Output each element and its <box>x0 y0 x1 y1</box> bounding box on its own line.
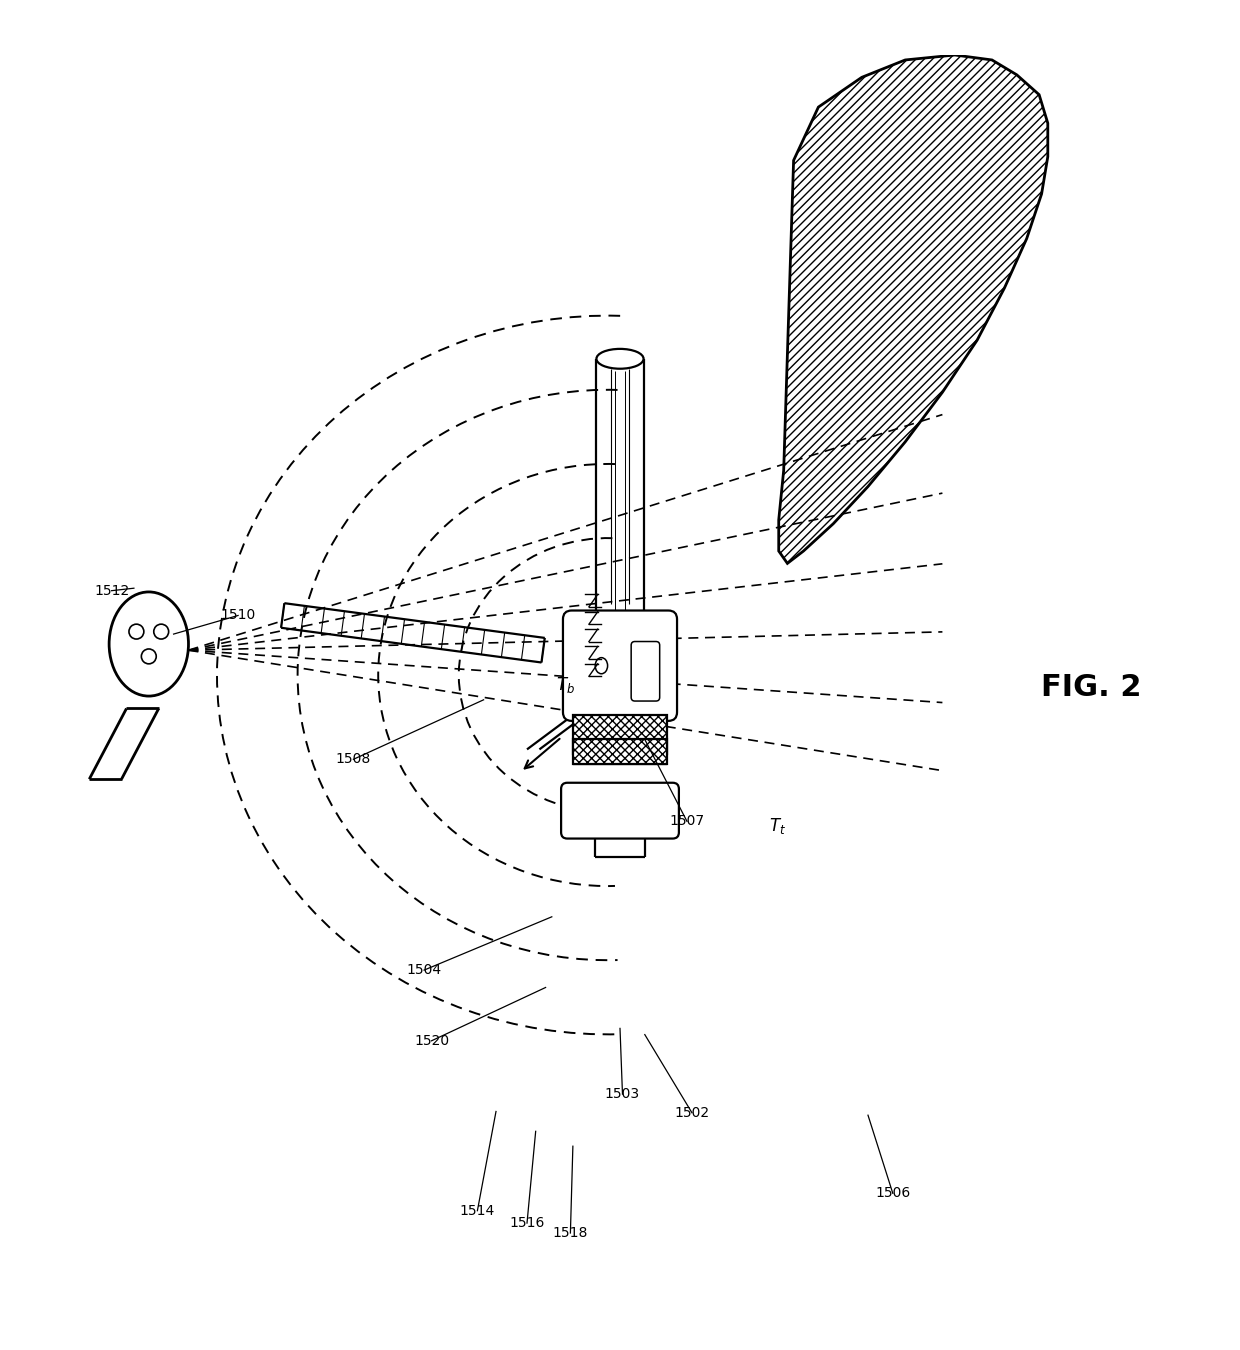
Bar <box>573 714 667 755</box>
Text: 1518: 1518 <box>553 1226 588 1241</box>
Text: 1510: 1510 <box>221 609 255 622</box>
Text: FIG. 2: FIG. 2 <box>1040 672 1142 702</box>
Text: 1514: 1514 <box>460 1204 495 1218</box>
Text: 1506: 1506 <box>875 1187 910 1200</box>
Ellipse shape <box>141 649 156 664</box>
Bar <box>573 740 667 764</box>
FancyBboxPatch shape <box>563 610 677 721</box>
FancyBboxPatch shape <box>631 641 660 701</box>
Text: 1516: 1516 <box>510 1216 544 1230</box>
Ellipse shape <box>154 624 169 639</box>
Text: 1520: 1520 <box>414 1034 449 1048</box>
Text: 1504: 1504 <box>407 963 441 977</box>
Ellipse shape <box>595 657 608 674</box>
Ellipse shape <box>109 591 188 697</box>
Polygon shape <box>779 55 1048 563</box>
Text: 1503: 1503 <box>605 1087 640 1102</box>
Text: 1508: 1508 <box>336 752 371 767</box>
Text: $T_t$: $T_t$ <box>769 817 786 836</box>
Text: 1502: 1502 <box>675 1106 709 1119</box>
Text: $T_b$: $T_b$ <box>556 675 574 695</box>
FancyBboxPatch shape <box>560 783 680 838</box>
Text: 1512: 1512 <box>94 583 129 598</box>
Text: 1507: 1507 <box>670 814 704 829</box>
Ellipse shape <box>129 624 144 639</box>
Ellipse shape <box>596 348 644 369</box>
